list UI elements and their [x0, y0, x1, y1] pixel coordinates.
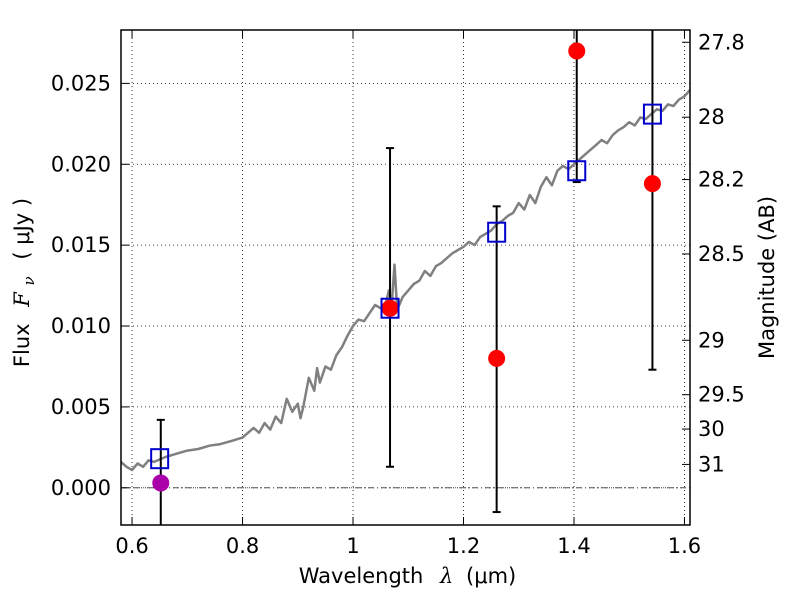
model-photometry-point [380, 297, 400, 319]
y-tick-label: 0.005 [51, 395, 111, 419]
model-photometry-point [150, 448, 170, 470]
x-tick-label: 1.6 [668, 534, 701, 558]
model-spectrum-line [120, 89, 691, 472]
model-photometry-points [150, 103, 662, 470]
x-axis-label-text: Wavelength [299, 564, 424, 588]
magnitude-tick-label: 28 [698, 105, 725, 129]
y-axis-label-text: Flux [10, 323, 34, 367]
y-tick-label: 0.020 [51, 152, 111, 176]
x-axis-label-unit: (μm) [466, 564, 516, 588]
magnitude-tick-label: 30 [698, 417, 725, 441]
x-tick-label: 1 [346, 534, 359, 558]
x-tick-label: 0.6 [115, 534, 148, 558]
x-axis-label: Wavelength λ (μm) [299, 564, 516, 588]
observed-point [643, 175, 661, 193]
y-tick-label: 0.010 [51, 314, 111, 338]
y-axis-label-unit: ( μJy ) [10, 198, 34, 260]
axis-ticks: 0.6 0.8 1 1.2 1.4 1.6 0.000 0.005 0.010 0.015 0.02… [51, 30, 745, 558]
model-photometry-point [642, 103, 662, 125]
x-tick-label: 1.4 [557, 534, 590, 558]
grid [121, 30, 690, 525]
y-tick-label: 0.015 [51, 233, 111, 257]
error-bars [156, 30, 657, 525]
model-photometry-point [567, 160, 587, 182]
y-axis-label: Flux F ν ( μJy ) [10, 198, 39, 367]
magnitude-tick-label: 27.8 [698, 30, 745, 54]
observed-point [488, 349, 506, 367]
y-axis-label-symbol: F [10, 291, 34, 308]
observed-point [152, 474, 170, 492]
y-tick-label: 0.025 [51, 71, 111, 95]
magnitude-tick-label: 28.5 [698, 242, 745, 266]
y-tick-label: 0.000 [51, 476, 111, 500]
observed-point [568, 42, 586, 60]
magnitude-tick-label: 28.2 [698, 168, 745, 192]
magnitude-axis-label: Magnitude (AB) [755, 196, 779, 359]
x-tick-label: 0.8 [226, 534, 259, 558]
magnitude-tick-label: 29.5 [698, 383, 745, 407]
observed-points [152, 42, 661, 492]
magnitude-tick-label: 31 [698, 452, 725, 476]
plot-frame [120, 29, 691, 526]
y-axis-label-subscript: ν [20, 276, 38, 285]
x-tick-label: 1.2 [447, 534, 480, 558]
observed-point [381, 299, 399, 317]
magnitude-tick-label: 29 [698, 328, 725, 352]
model-photometry-point [487, 221, 507, 243]
x-axis-label-symbol: λ [439, 564, 453, 588]
